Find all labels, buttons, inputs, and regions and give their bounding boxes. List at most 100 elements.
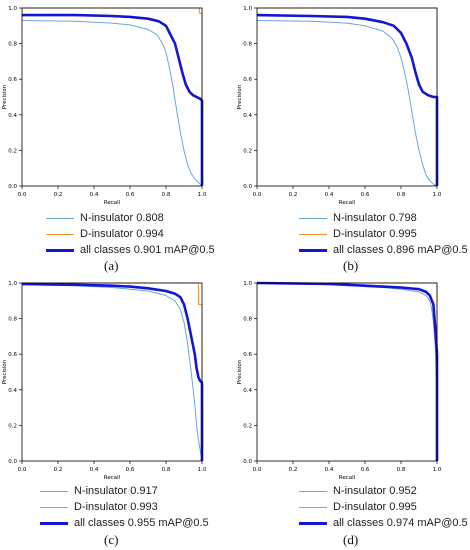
chart-panel-b: 0.0 0.2 0.4 0.6 0.8 1.0 0.0 0.2 0.4 0.6 0.8 1.0 Reca… xyxy=(235,0,470,275)
y-tick-label: 0.8 xyxy=(8,42,17,48)
y-tick-label: 0.6 xyxy=(8,77,17,83)
x-tick-label: 0.8 xyxy=(397,467,406,473)
panel-label-b: (b) xyxy=(343,258,359,273)
legend-label: all classes 0.896 mAP@0.5 xyxy=(333,244,468,256)
series-line-n-insulator xyxy=(257,282,438,461)
series-line-all-classes xyxy=(256,13,439,186)
legend-swatch-n-insulator xyxy=(299,491,327,492)
chart-legend-c: N-insulator 0.917 D-insulator 0.993 all … xyxy=(40,484,234,530)
x-axis-label: Recall xyxy=(104,200,121,206)
series-line-n-insulator xyxy=(21,20,203,187)
series-line-all-classes xyxy=(256,281,439,461)
plot-frame xyxy=(21,7,203,187)
legend-swatch-n-insulator xyxy=(40,491,68,492)
legend-swatch-n-insulator xyxy=(46,218,74,219)
series-line-d-insulator xyxy=(257,7,438,186)
y-tick-label: 0.4 xyxy=(8,113,17,119)
y-tick-label: 0.6 xyxy=(243,352,252,358)
panel-label-a: (a) xyxy=(104,258,119,273)
y-tick-label: 0.2 xyxy=(243,423,252,429)
x-tick-label: 0.0 xyxy=(253,192,262,198)
panel-label-c: (c) xyxy=(104,532,119,547)
x-tick-label: 0.0 xyxy=(253,467,262,473)
x-axis-label: Recall xyxy=(339,200,356,206)
x-tick-label: 0.6 xyxy=(126,467,135,473)
legend-label: all classes 0.901 mAP@0.5 xyxy=(80,244,215,256)
chart-legend-b: N-insulator 0.798 D-insulator 0.995 all … xyxy=(299,211,469,257)
legend-swatch-all-classes xyxy=(46,249,74,252)
legend-label: N-insulator 0.798 xyxy=(333,212,417,224)
chart-legend-a: N-insulator 0.808 D-insulator 0.994 all … xyxy=(46,211,236,257)
x-tick-label: 0.8 xyxy=(162,192,171,198)
x-tick-label: 0.4 xyxy=(325,467,334,473)
series-line-all-classes xyxy=(21,282,204,461)
legend-swatch-all-classes xyxy=(40,522,68,525)
chart-plot-a: 0.0 0.2 0.4 0.6 0.8 1.0 0.0 0.2 0.4 0.6 0.8 1.0 Reca… xyxy=(2,6,207,206)
x-tick-label: 0.2 xyxy=(54,192,63,198)
chart-panel-c: 0.0 0.2 0.4 0.6 0.8 1.0 0.0 0.2 0.4 0.6 0.8 1.0 Reca… xyxy=(0,275,235,550)
legend-label: D-insulator 0.993 xyxy=(74,501,158,513)
chart-plot-d: 0.0 0.2 0.4 0.6 0.8 1.0 0.0 0.2 0.4 0.6 0.8 1.0 Reca… xyxy=(237,281,442,481)
x-tick-label: 0.2 xyxy=(54,467,63,473)
y-tick-label: 0.6 xyxy=(8,352,17,358)
y-tick-label: 0.6 xyxy=(243,77,252,83)
y-axis-label: Precision xyxy=(237,84,243,109)
y-tick-label: 0.2 xyxy=(8,423,17,429)
legend-swatch-all-classes xyxy=(299,522,327,525)
chart-panel-a: 0.0 0.2 0.4 0.6 0.8 1.0 0.0 0.2 0.4 0.6 0.8 1.0 Reca… xyxy=(0,0,235,275)
y-tick-label: 0.4 xyxy=(243,388,252,394)
y-tick-label: 0.0 xyxy=(243,184,252,190)
x-tick-label: 0.8 xyxy=(397,192,406,198)
series-line-all-classes xyxy=(22,13,204,186)
panel-label-d: (d) xyxy=(343,532,359,547)
y-tick-label: 1.0 xyxy=(8,281,17,287)
legend-swatch-all-classes xyxy=(299,249,327,252)
x-tick-label: 0.2 xyxy=(289,467,298,473)
x-axis-label: Recall xyxy=(104,475,121,481)
plot-frame xyxy=(21,282,203,462)
x-tick-label: 1.0 xyxy=(198,467,207,473)
y-tick-label: 0.4 xyxy=(8,388,17,394)
plot-frame xyxy=(256,282,438,462)
y-axis-label: Precision xyxy=(2,84,8,109)
legend-label: D-insulator 0.995 xyxy=(333,501,417,513)
series-line-d-insulator xyxy=(22,282,203,461)
legend-swatch-n-insulator xyxy=(299,218,327,219)
chart-legend-d: N-insulator 0.952 D-insulator 0.995 all … xyxy=(299,484,469,530)
y-tick-label: 0.0 xyxy=(243,459,252,465)
y-tick-label: 0.0 xyxy=(8,184,17,190)
x-tick-label: 0.4 xyxy=(90,192,99,198)
x-tick-label: 0.6 xyxy=(361,467,370,473)
x-tick-label: 0.2 xyxy=(289,192,298,198)
x-tick-label: 0.4 xyxy=(90,467,99,473)
legend-swatch-d-insulator xyxy=(40,507,68,508)
legend-swatch-d-insulator xyxy=(299,507,327,508)
chart-plot-c: 0.0 0.2 0.4 0.6 0.8 1.0 0.0 0.2 0.4 0.6 0.8 1.0 Reca… xyxy=(2,281,207,481)
y-tick-label: 0.8 xyxy=(8,317,17,323)
series-line-d-insulator xyxy=(257,282,438,461)
legend-label: N-insulator 0.917 xyxy=(74,485,158,497)
x-tick-label: 0.8 xyxy=(162,467,171,473)
x-tick-label: 1.0 xyxy=(198,192,207,198)
x-tick-label: 0.0 xyxy=(18,467,27,473)
chart-plot-b: 0.0 0.2 0.4 0.6 0.8 1.0 0.0 0.2 0.4 0.6 0.8 1.0 Reca… xyxy=(237,6,442,206)
y-tick-label: 0.2 xyxy=(243,148,252,154)
x-tick-label: 0.6 xyxy=(361,192,370,198)
x-tick-label: 1.0 xyxy=(433,192,442,198)
y-tick-label: 0.0 xyxy=(8,459,17,465)
x-tick-label: 0.0 xyxy=(18,192,27,198)
legend-label: all classes 0.955 mAP@0.5 xyxy=(74,517,209,529)
legend-label: all classes 0.974 mAP@0.5 xyxy=(333,517,468,529)
x-tick-label: 1.0 xyxy=(433,467,442,473)
legend-label: D-insulator 0.995 xyxy=(333,228,417,240)
legend-label: N-insulator 0.808 xyxy=(80,212,164,224)
y-axis-label: Precision xyxy=(237,359,243,384)
y-tick-label: 0.8 xyxy=(243,42,252,48)
legend-swatch-d-insulator xyxy=(46,234,74,235)
y-tick-label: 1.0 xyxy=(243,6,252,12)
y-tick-label: 0.2 xyxy=(8,148,17,154)
x-tick-label: 0.4 xyxy=(325,192,334,198)
series-line-n-insulator xyxy=(21,284,203,462)
y-tick-label: 0.8 xyxy=(243,317,252,323)
y-axis-label: Precision xyxy=(2,359,8,384)
